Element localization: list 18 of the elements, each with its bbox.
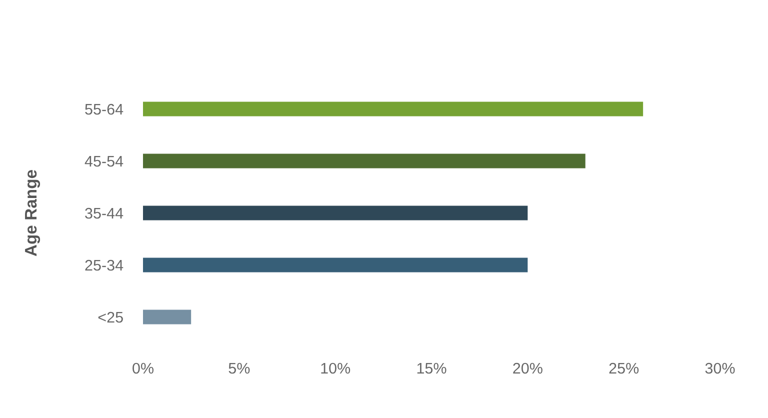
y-tick-label: 45-54 — [84, 156, 124, 167]
bar — [143, 258, 528, 272]
y-axis-title: Age Range — [25, 170, 40, 256]
x-tick-label: 10% — [321, 362, 350, 374]
x-tick-label: 30% — [705, 362, 735, 374]
y-tick-label: 25-34 — [85, 260, 124, 271]
bar — [143, 310, 192, 324]
x-tick-label: 0% — [132, 362, 154, 374]
y-tick-label: 55-64 — [85, 104, 124, 115]
x-tick-label: 15% — [417, 362, 446, 374]
y-tick-label: <25 — [98, 312, 123, 323]
bar — [143, 206, 528, 220]
bar — [143, 102, 644, 116]
y-tick-label: 35-44 — [85, 208, 124, 219]
x-tick-label: 20% — [513, 362, 542, 374]
x-tick-label: 5% — [228, 362, 250, 374]
bar — [143, 154, 586, 168]
x-tick-label: 25% — [609, 362, 639, 374]
